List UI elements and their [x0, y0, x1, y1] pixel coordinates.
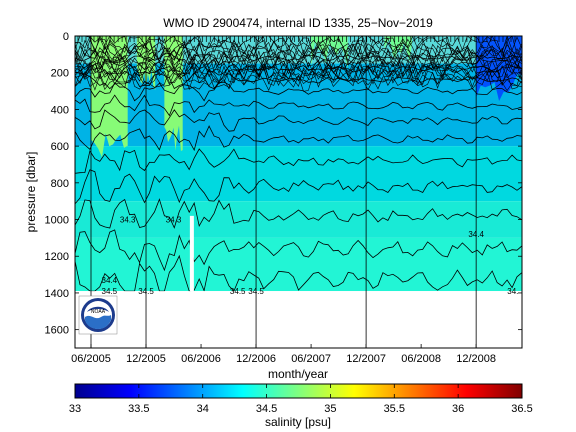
- contour-line: [75, 198, 522, 229]
- salinity-band: [75, 201, 522, 238]
- x-tick-label: 12/2006: [236, 353, 276, 365]
- salinity-patch: [311, 36, 348, 69]
- x-axis-label: month/year: [268, 367, 328, 381]
- y-tick-label: 1600: [45, 325, 69, 337]
- contour-label: 34.5: [102, 56, 118, 65]
- contour-line: [75, 81, 522, 102]
- y-axis-label: pressure [dbar]: [24, 152, 38, 233]
- plot-frame: [74, 35, 523, 349]
- contour-line: [75, 94, 522, 117]
- contour-line: [75, 56, 522, 79]
- y-axis-ticks: 0 200 400 600 800 1000 1200 1400 1600: [45, 31, 522, 337]
- contour-line: [75, 36, 522, 59]
- noaa-logo: NOAA: [78, 295, 118, 335]
- plot-area: 34.334.434.5 34.5 34.5 34.5 34.34.534.334.4: [75, 36, 522, 348]
- colorbar-tick-label: 36.5: [511, 403, 532, 415]
- contour-line: [75, 69, 522, 92]
- colorbar-tick-label: 35.5: [384, 403, 405, 415]
- x-tick-label: 06/2006: [181, 353, 221, 365]
- y-tick-label: 400: [51, 104, 69, 116]
- contour-label: 34.5: [248, 287, 264, 296]
- contour-line: [75, 148, 522, 174]
- contour-line: [75, 58, 522, 82]
- contour-line: [75, 50, 522, 67]
- contour-line: [75, 109, 522, 132]
- contour-line: [75, 169, 522, 205]
- x-tick-label: 06/2008: [401, 353, 441, 365]
- salinity-band: [75, 237, 522, 292]
- contour-line: [75, 125, 522, 152]
- colorbar-tick-label: 36: [452, 403, 464, 415]
- contour-label: 34.5: [230, 287, 246, 296]
- y-tick-label: 1400: [45, 288, 69, 300]
- y-tick-label: 1000: [45, 215, 69, 227]
- chart-title: WMO ID 2900474, internal ID 1335, 25−Nov…: [163, 16, 433, 30]
- x-tick-label: 12/2008: [456, 353, 496, 365]
- contour-line: [75, 40, 522, 64]
- x-tick-label: 06/2007: [291, 353, 331, 365]
- contour-label: 34.3: [120, 216, 136, 225]
- contour-line: [75, 36, 522, 58]
- x-axis-ticks: 06/2005 12/2005 06/2006 12/2006 06/2007 12/20…: [71, 344, 496, 365]
- contour-line: [75, 229, 522, 272]
- colorbar-ticks: 33 33.5 34 34.5 35 35.5 36 36.5: [69, 384, 533, 415]
- contour-line: [75, 53, 522, 77]
- contour-labels: 34.334.434.5 34.5 34.5 34.5 34.34.534.334.4: [102, 56, 519, 296]
- colorbar: [74, 383, 523, 399]
- colorbar-tick-label: 35: [324, 403, 336, 415]
- y-tick-label: 600: [51, 141, 69, 153]
- data-gaps: [189, 215, 194, 292]
- y-tick-label: 200: [51, 68, 69, 80]
- x-tick-label: 12/2007: [346, 353, 386, 365]
- y-tick-label: 1200: [45, 251, 69, 263]
- y-tick-label: 0: [63, 31, 69, 43]
- no-data-region: [75, 291, 522, 348]
- contour-line: [75, 67, 522, 90]
- colorbar-tick-label: 34.5: [256, 403, 277, 415]
- contour-line: [75, 47, 522, 71]
- contour-label: 34.4: [468, 230, 484, 239]
- contour-label: 34.3: [166, 216, 182, 225]
- contour-label: 34.4: [102, 276, 118, 285]
- data-gap: [189, 215, 194, 292]
- contour-line: [75, 60, 522, 84]
- contour-lines: [75, 36, 522, 348]
- contour-line: [75, 62, 522, 86]
- colorbar-tick-label: 33.5: [128, 403, 149, 415]
- contour-line: [75, 254, 522, 293]
- colorbar-label: salinity [psu]: [265, 415, 331, 429]
- x-tick-label: 12/2005: [126, 353, 166, 365]
- contour-label: 34.: [507, 287, 518, 296]
- colorbar-tick-label: 33: [69, 403, 81, 415]
- contour-label: 34.5: [138, 287, 154, 296]
- salinity-band: [75, 146, 522, 202]
- colorbar-tick-label: 34: [197, 403, 209, 415]
- contour-line: [75, 70, 522, 90]
- svg-text:NOAA: NOAA: [91, 309, 106, 315]
- contour-label: 34.5: [102, 287, 118, 296]
- x-tick-label: 06/2005: [71, 353, 111, 365]
- contour-line: [75, 38, 522, 62]
- y-tick-label: 800: [51, 178, 69, 190]
